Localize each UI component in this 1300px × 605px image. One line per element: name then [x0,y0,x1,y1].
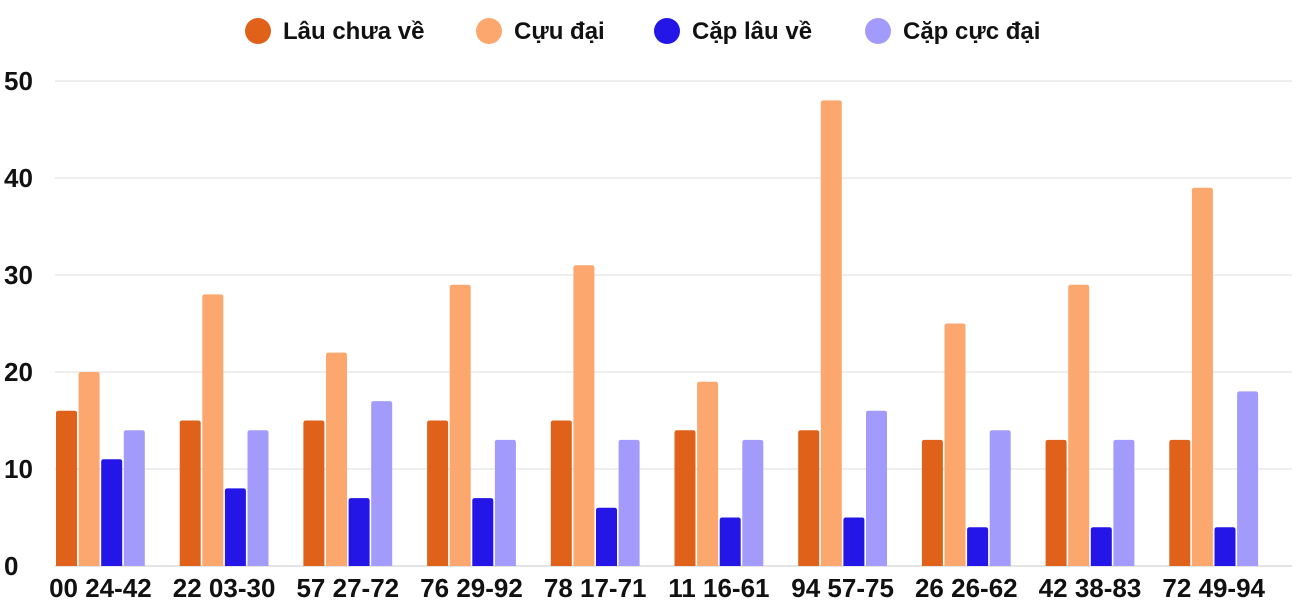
bar [697,381,719,566]
legend-swatch [245,18,271,44]
bar [1045,439,1067,566]
bar [1090,527,1112,566]
bar [550,420,572,566]
y-tick-label: 50 [4,66,33,96]
bar-group [427,284,516,566]
bar [1191,187,1213,566]
bar [472,498,494,566]
bar [247,430,269,566]
bar [921,439,943,566]
bar-group [550,265,640,566]
x-tick-label: 78 17-71 [544,573,647,600]
bar [371,401,393,566]
bar [179,420,201,566]
x-tick-label: 22 03-30 [173,573,276,600]
bar [494,439,516,566]
bar [224,488,246,566]
legend-swatch [654,18,680,44]
bar [348,498,370,566]
bar-group [674,381,764,566]
y-tick-label: 0 [4,551,18,581]
bar [843,517,865,566]
bar [866,410,887,566]
bar [573,265,595,566]
legend-label: Cựu đại [514,18,605,45]
bar [427,420,449,566]
x-tick-label: 42 38-83 [1039,573,1142,600]
legend-swatch [476,18,502,44]
bar-group [798,100,887,567]
bar [798,430,820,566]
bar [742,439,764,566]
y-tick-label: 20 [4,357,33,387]
bar [101,459,123,566]
bar-group [179,294,269,566]
legend-item: Cựu đại [476,18,605,45]
bar-group [303,352,393,566]
x-tick-label: 72 49-94 [1162,573,1265,600]
bar [989,430,1011,566]
legend-label: Cặp lâu về [692,18,812,45]
bar-group [56,372,145,566]
bar-group [1045,284,1135,566]
x-tick-label: 26 26-62 [915,573,1018,600]
bar [1214,527,1236,566]
bar [1237,391,1259,566]
legend-item: Cặp lâu về [654,18,812,45]
bar [967,527,989,566]
y-axis: 0 10 20 30 40 50 [4,66,33,581]
bar [56,410,77,566]
bar [596,507,617,566]
bar-group [921,323,1011,566]
x-tick-label: 11 16-61 [668,573,769,600]
x-axis: 00 24-42 22 03-30 57 27-72 76 29-92 78 17-71… [49,573,1265,603]
bar [1068,284,1090,566]
y-tick-label: 40 [4,163,33,193]
bar [78,372,100,566]
bar [820,100,842,567]
bar [944,323,966,566]
bar [1169,439,1191,566]
legend: Lâu chưa về Cựu đại Cặp lâu về Cặp cực đại [245,18,1040,45]
legend-label: Cặp cực đại [903,18,1040,45]
x-tick-label: 94 57-75 [791,573,894,600]
bar-group [1169,187,1259,566]
legend-label: Lâu chưa về [283,18,424,45]
x-tick-label: 76 29-92 [420,573,523,600]
bar [449,284,471,566]
y-tick-label: 30 [4,260,33,290]
bar [303,420,325,566]
legend-swatch [865,18,891,44]
bar [719,517,741,566]
x-tick-label: 57 27-72 [296,573,399,600]
bar [123,430,145,566]
y-tick-label: 10 [4,454,33,484]
bar [202,294,224,566]
legend-item: Cặp cực đại [865,18,1040,45]
x-tick-label: 00 24-42 [49,573,152,600]
bars [56,100,1259,567]
bar [618,439,640,566]
bar [1113,439,1135,566]
bar [674,430,696,566]
legend-item: Lâu chưa về [245,18,424,45]
bar [326,352,347,566]
